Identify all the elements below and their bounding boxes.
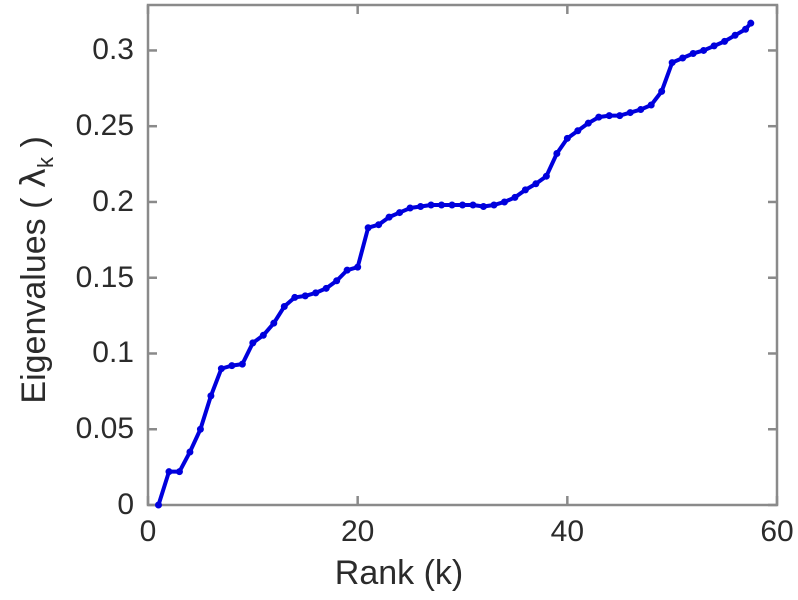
data-point-marker: [511, 193, 519, 201]
x-axis-title: Rank (k): [334, 554, 464, 592]
data-point-marker: [280, 303, 288, 311]
data-point-marker: [742, 25, 750, 33]
data-point-marker: [721, 37, 729, 45]
data-point-marker: [312, 289, 320, 297]
data-point-marker: [584, 119, 592, 127]
y-axis-title-close-paren: ): [15, 136, 54, 157]
data-point-marker: [270, 319, 278, 327]
series-line: [156, 21, 753, 507]
data-point-marker: [165, 468, 173, 476]
data-point-marker: [417, 203, 425, 211]
data-point-marker: [731, 31, 739, 39]
data-point-marker: [385, 213, 393, 221]
data-series: [154, 19, 755, 509]
data-point-marker: [406, 204, 414, 212]
axis-ticks: [146, 5, 779, 507]
data-point-marker: [375, 221, 383, 229]
data-point-marker: [175, 468, 183, 476]
data-point-marker: [249, 339, 257, 347]
x-tick-label: 0: [139, 515, 157, 548]
data-point-marker: [668, 59, 676, 67]
data-point-marker: [637, 106, 645, 114]
data-point-marker: [658, 87, 666, 95]
data-point-marker: [291, 293, 299, 301]
data-point-marker: [343, 266, 351, 274]
y-axis-title: Eigenvalues ( λk ): [14, 20, 58, 520]
data-point-marker: [616, 112, 624, 120]
data-point-marker: [438, 201, 446, 209]
x-tick-label: 40: [550, 515, 585, 548]
y-tick-label: 0.3: [92, 33, 134, 67]
data-point-marker: [207, 392, 215, 400]
data-point-marker: [259, 331, 267, 339]
y-tick-label: 0.05: [75, 412, 134, 446]
y-tick-label: 0.25: [75, 109, 134, 143]
x-tick-label: 20: [340, 515, 375, 548]
lambda-symbol: λ: [14, 167, 55, 189]
data-point-marker: [710, 42, 718, 50]
data-point-marker: [490, 201, 498, 209]
data-point-marker: [459, 201, 466, 209]
data-point-marker: [333, 277, 341, 285]
data-point-marker: [700, 46, 708, 54]
data-point-marker: [228, 362, 236, 370]
axes-frame: [146, 3, 779, 507]
data-point-marker: [689, 49, 697, 57]
data-point-marker: [479, 203, 487, 211]
data-point-marker: [186, 448, 194, 456]
lambda-subscript: k: [32, 156, 58, 168]
data-point-marker: [354, 263, 362, 271]
y-tick-label: 0.1: [92, 336, 134, 370]
y-tick-label: 0: [117, 488, 134, 521]
data-point-marker: [574, 127, 582, 135]
data-point-marker: [238, 360, 246, 368]
data-point-marker: [679, 54, 687, 62]
data-point-marker: [469, 201, 477, 209]
y-tick-label: 0.15: [75, 260, 134, 294]
data-point-marker: [553, 149, 561, 157]
data-point-marker: [154, 501, 162, 509]
data-point-marker: [217, 365, 225, 373]
data-point-marker: [626, 109, 634, 117]
data-point-marker: [605, 112, 613, 120]
data-point-marker: [747, 19, 755, 27]
data-point-marker: [595, 113, 603, 121]
data-point-marker: [396, 209, 404, 217]
x-tick-label: 60: [760, 515, 794, 548]
data-point-marker: [196, 425, 204, 433]
y-axis-title-text: Eigenvalues (: [15, 188, 54, 404]
data-point-marker: [427, 201, 435, 209]
data-point-marker: [532, 180, 540, 188]
data-point-marker: [563, 134, 571, 142]
data-point-marker: [448, 201, 456, 209]
axes-box: [146, 3, 779, 507]
data-point-marker: [322, 284, 330, 292]
data-point-marker: [301, 292, 309, 300]
data-point-marker: [521, 186, 529, 194]
data-point-marker: [364, 224, 372, 232]
data-point-marker: [542, 172, 550, 180]
data-point-marker: [647, 101, 655, 109]
y-tick-label: 0.2: [92, 184, 134, 218]
data-point-marker: [500, 198, 508, 206]
